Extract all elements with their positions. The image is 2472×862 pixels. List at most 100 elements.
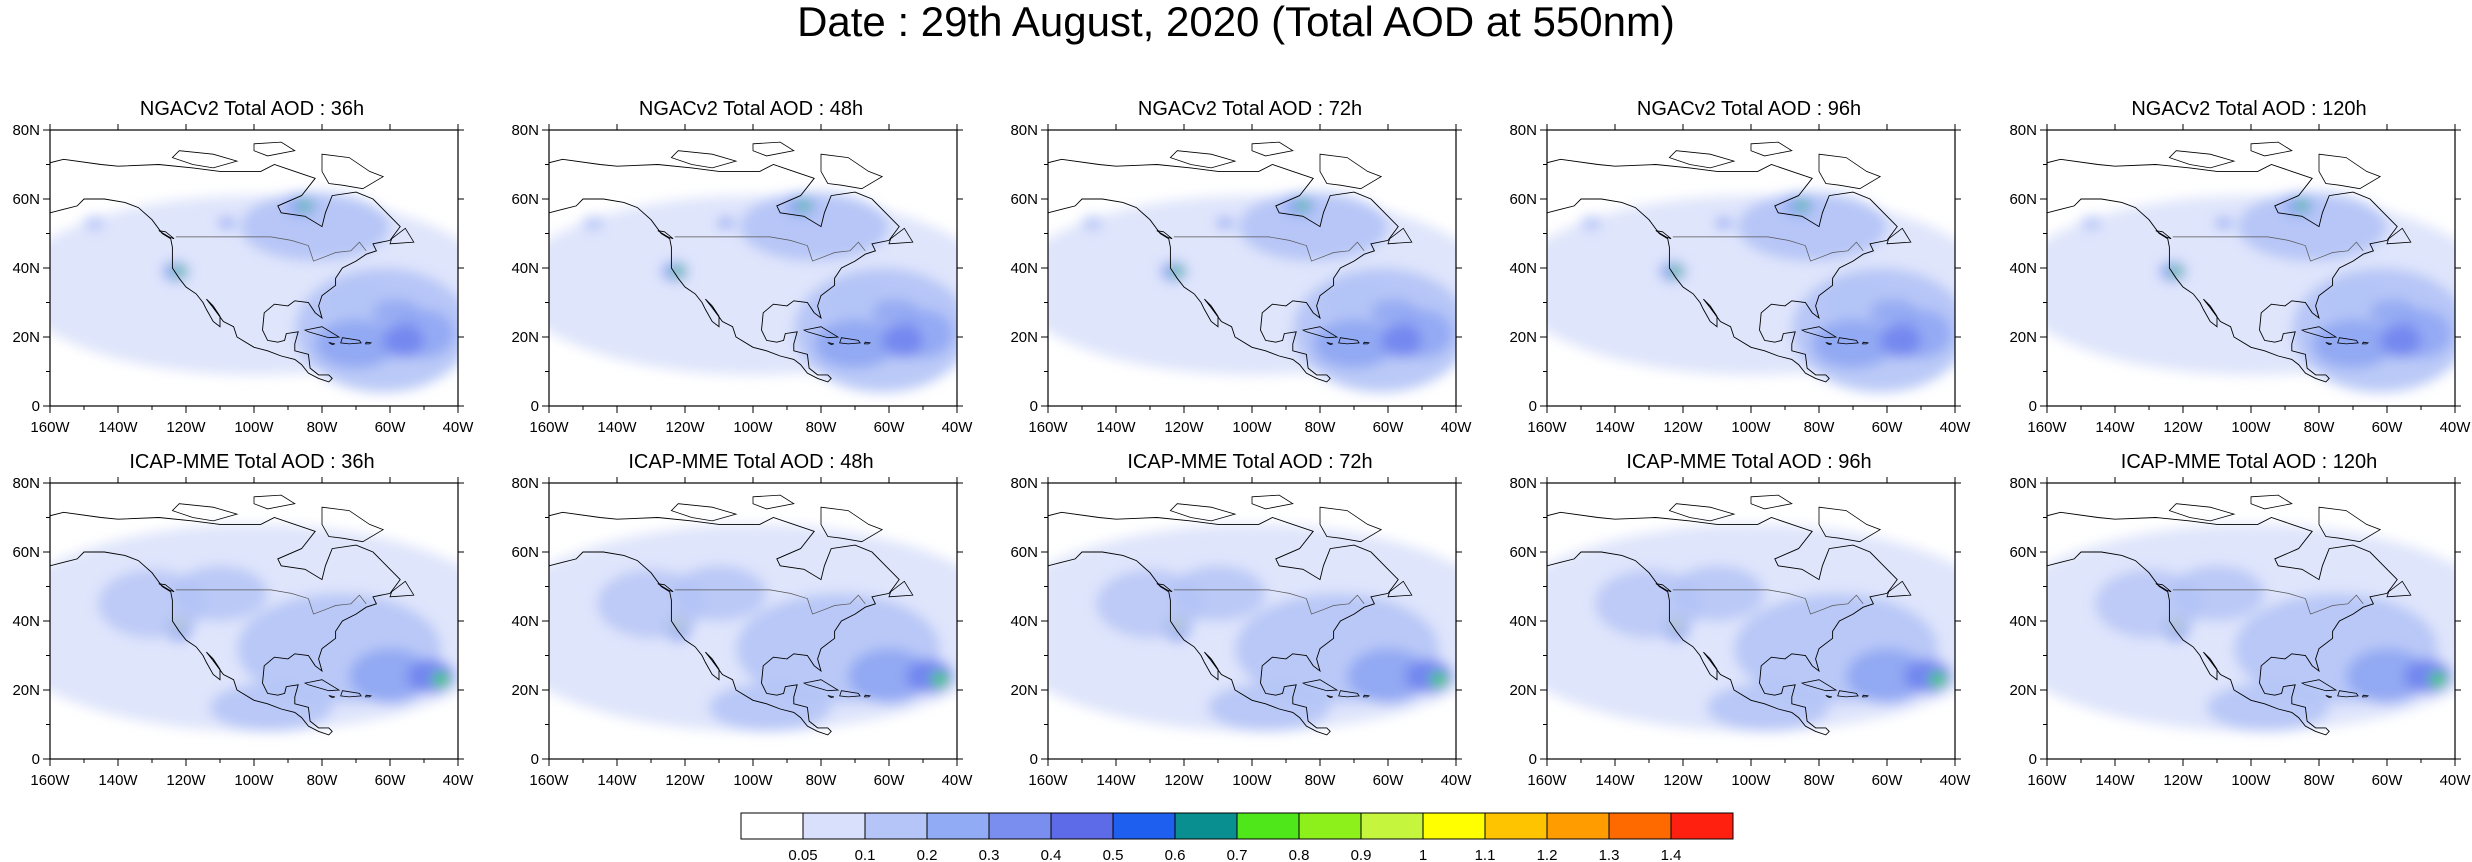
island-outline (802, 679, 840, 692)
x-tick-label: 60W (1872, 419, 1904, 436)
x-tick-label: 80W (1804, 419, 1836, 436)
y-tick-label: 80N (1010, 122, 1038, 139)
y-tick-label: 60N (1509, 544, 1537, 561)
map-panel: ICAP-MME Total AOD : 72h 160W 140W 120W 100W… (1000, 449, 1500, 809)
island-outline (1251, 494, 1294, 510)
aod-blob (209, 683, 333, 732)
aod-blob (931, 672, 949, 687)
map-svg: 160W 140W 120W 100W 80W 60W 40W 0 20N 40N 60N 80N (12, 475, 474, 789)
aod-blob (383, 323, 424, 358)
y-tick-label: 40N (1010, 613, 1038, 630)
x-tick-label: 100W (733, 772, 773, 789)
coastline (50, 158, 401, 383)
y-tick-label: 20N (511, 682, 539, 699)
island-outline (752, 494, 795, 510)
map-svg: 160W 140W 120W 100W 80W 60W 40W 0 20N 40N 60N 80N (2009, 122, 2471, 436)
y-tick-label: 20N (2009, 682, 2037, 699)
colorbar-swatch (1236, 812, 1300, 840)
map-panel: NGACv2 Total AOD : 96h 160W 140W 120W 100W 80… (1499, 96, 1999, 456)
x-tick-label: 160W (30, 419, 70, 436)
map-svg: 160W 140W 120W 100W 80W 60W 40W 0 20N 40N 60N 80N (1010, 122, 1472, 436)
aod-blob (1296, 201, 1310, 211)
panel-title: NGACv2 Total AOD : 96h (1636, 98, 1862, 120)
y-tick-label: 0 (1529, 751, 1537, 768)
aod-field (50, 130, 458, 406)
x-tick-label: 60W (2372, 419, 2404, 436)
aod-blob (797, 201, 811, 211)
coastline (549, 511, 900, 736)
coastline (1547, 511, 1898, 736)
x-tick-label: 100W (1232, 419, 1272, 436)
x-tick-label: 160W (2027, 419, 2067, 436)
panel-title: ICAP-MME Total AOD : 120h (2120, 451, 2378, 473)
colorbar-label: 1.2 (1537, 847, 1558, 862)
island-outline (340, 690, 362, 698)
aod-blob (672, 266, 684, 277)
y-tick-label: 60N (12, 191, 40, 208)
aod-blob (432, 672, 450, 687)
island-outline (2250, 494, 2293, 510)
y-tick-label: 0 (32, 751, 40, 768)
aod-blob (872, 299, 920, 327)
aod-blob (2206, 683, 2330, 732)
x-tick-label: 80W (307, 419, 339, 436)
border-line (674, 589, 866, 615)
colorbar-swatch (1360, 812, 1424, 840)
aod-blob (1795, 201, 1809, 211)
aod-blob (2346, 648, 2428, 704)
aod-field (50, 483, 458, 759)
map-svg: 160W 140W 120W 100W 80W 60W 40W 0 20N 40N 60N 80N (12, 122, 474, 436)
island-outline (321, 506, 385, 543)
aod-blob (173, 266, 185, 277)
island-outline (1825, 695, 1833, 699)
island-outline (2361, 341, 2370, 345)
x-tick-label: 140W (98, 419, 138, 436)
aod-blob (1880, 323, 1921, 358)
aod-field (1048, 130, 1456, 406)
aod-field (2047, 130, 2455, 406)
colorbar-swatch (988, 812, 1052, 840)
y-tick-label: 0 (1030, 751, 1038, 768)
x-tick-label: 40W (942, 419, 974, 436)
x-tick-label: 60W (375, 419, 407, 436)
map-svg: 160W 140W 120W 100W 80W 60W 40W 0 20N 40N 60N 80N (1010, 475, 1472, 789)
y-tick-label: 40N (1509, 613, 1537, 630)
island-outline (253, 494, 296, 510)
island-outline (340, 337, 362, 345)
aod-field (1547, 130, 1955, 406)
colorbar-label: 0.4 (1041, 847, 1062, 862)
island-outline (839, 337, 861, 345)
border-line (2172, 589, 2364, 615)
x-tick-label: 80W (2304, 772, 2336, 789)
y-tick-label: 60N (1010, 544, 1038, 561)
aod-blob (824, 278, 886, 320)
x-tick-label: 140W (597, 419, 637, 436)
island-outline (888, 580, 914, 598)
aod-blob (1822, 278, 1884, 320)
x-tick-label: 160W (1527, 419, 1567, 436)
x-tick-label: 40W (1940, 772, 1972, 789)
aod-blob (1812, 319, 1894, 369)
colorbar-label: 1.4 (1661, 847, 1682, 862)
x-tick-label: 60W (1373, 419, 1405, 436)
island-outline (1800, 326, 1838, 339)
x-tick-label: 140W (98, 772, 138, 789)
aod-blob (583, 216, 604, 231)
island-outline (827, 342, 835, 346)
y-tick-label: 60N (1509, 191, 1537, 208)
island-outline (158, 583, 175, 593)
island-outline (1668, 503, 1736, 522)
island-outline (2386, 580, 2412, 598)
aod-blob (1238, 192, 1388, 262)
colorbar-label: 0.1 (855, 847, 876, 862)
x-tick-label: 60W (874, 772, 906, 789)
island-outline (2300, 326, 2338, 339)
colorbar-swatch (1484, 812, 1548, 840)
island-outline (1387, 580, 1413, 598)
x-tick-label: 100W (1731, 419, 1771, 436)
x-tick-label: 80W (1804, 772, 1836, 789)
aod-blob (1207, 683, 1331, 732)
island-outline (303, 326, 341, 339)
colorbar-swatch (1050, 812, 1114, 840)
colorbar-label: 1 (1419, 847, 1427, 862)
